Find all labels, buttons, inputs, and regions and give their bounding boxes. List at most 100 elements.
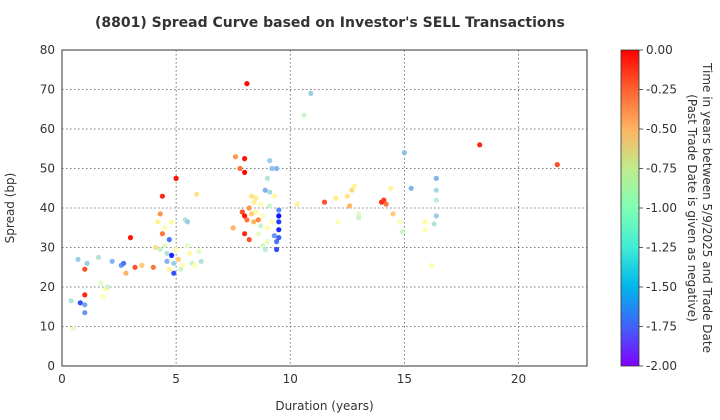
data-point (246, 237, 252, 243)
data-point (105, 284, 111, 290)
data-point (68, 298, 74, 304)
data-point (388, 185, 394, 191)
data-point (276, 235, 282, 241)
x-tick-label: 5 (172, 372, 180, 386)
data-point (274, 246, 280, 253)
data-point (356, 215, 362, 221)
data-point (77, 300, 83, 306)
data-point (276, 207, 282, 213)
data-point (477, 142, 483, 148)
data-point (262, 246, 268, 253)
data-point (251, 199, 257, 205)
data-point (121, 260, 127, 266)
colorbar-tick-label: -2.00 (646, 359, 677, 373)
data-point (153, 244, 159, 251)
chart-title: (8801) Spread Curve based on Investor's … (95, 15, 565, 31)
data-point (264, 175, 270, 181)
data-point (260, 242, 266, 249)
data-point (267, 203, 273, 209)
y-tick-label: 50 (40, 162, 55, 176)
data-point (267, 189, 273, 195)
data-point (157, 211, 163, 217)
data-point (349, 187, 355, 193)
plot-area (62, 50, 587, 366)
data-point (335, 219, 341, 225)
data-point (431, 221, 437, 227)
data-point (109, 258, 115, 264)
data-point (194, 191, 200, 197)
data-point (433, 197, 439, 203)
x-tick-label: 10 (283, 372, 298, 386)
data-point (251, 219, 257, 225)
data-point (184, 242, 191, 249)
data-point (401, 150, 407, 156)
colorbar-tick-label: -1.25 (646, 241, 677, 255)
data-point (262, 187, 268, 193)
data-point (191, 262, 197, 268)
data-point (255, 217, 261, 223)
data-point (82, 266, 88, 272)
data-point (242, 156, 248, 162)
data-point (70, 325, 76, 332)
data-point (139, 262, 145, 268)
data-point (321, 199, 328, 205)
colorbar-tick-label: -0.75 (646, 162, 677, 176)
data-points (68, 81, 560, 332)
y-axis-ticks: 0 10 20 30 40 50 60 70 80 (40, 43, 55, 373)
data-point (276, 227, 282, 233)
colorbar-tick-label: -1.50 (646, 280, 677, 294)
data-point (237, 165, 243, 172)
colorbar-tick-label: -1.75 (646, 320, 677, 334)
data-point (230, 225, 236, 231)
data-point (258, 223, 264, 229)
data-point (82, 302, 88, 308)
data-point (242, 213, 248, 219)
data-point (333, 195, 339, 201)
data-point (433, 175, 439, 181)
data-point (242, 231, 248, 237)
data-point (157, 246, 163, 253)
colorbar-tick-label: -0.25 (646, 83, 677, 97)
y-tick-label: 10 (40, 320, 55, 334)
data-point (429, 262, 435, 268)
data-point (433, 213, 439, 219)
data-point (95, 254, 102, 260)
data-point (269, 165, 275, 172)
data-point (390, 211, 396, 217)
data-point (162, 242, 168, 249)
data-point (150, 264, 156, 270)
data-point (169, 219, 175, 225)
data-point (166, 237, 172, 243)
x-axis-ticks: 0 5 10 15 20 (58, 372, 526, 386)
data-point (344, 193, 350, 199)
data-point (232, 154, 239, 160)
data-point (175, 256, 181, 262)
data-point (255, 231, 261, 237)
data-point (98, 280, 104, 286)
x-tick-label: 15 (397, 372, 412, 386)
colorbar-ticks: 0.00 -0.25 -0.50 -0.75 -1.00 -1.25 -1.50 -1.75 -… (639, 43, 677, 373)
y-axis-label: Spread (bp) (3, 173, 17, 244)
data-point (399, 229, 405, 235)
data-point (82, 310, 88, 316)
data-point (162, 225, 168, 231)
data-point (84, 260, 90, 266)
data-point (178, 266, 184, 272)
colorbar (620, 49, 640, 367)
x-axis-label: Duration (years) (275, 399, 373, 413)
data-point (159, 193, 165, 199)
y-tick-label: 70 (40, 83, 55, 97)
data-point (127, 235, 134, 241)
data-point (381, 197, 387, 203)
data-point (100, 294, 106, 300)
data-point (383, 201, 389, 207)
data-point (356, 211, 362, 217)
data-point (264, 239, 270, 245)
data-point (351, 183, 357, 189)
data-point (276, 213, 282, 219)
data-point (397, 219, 403, 225)
data-point (274, 239, 280, 245)
y-tick-label: 0 (47, 359, 55, 373)
plot-frame (61, 49, 588, 367)
y-tick-label: 40 (40, 201, 55, 215)
